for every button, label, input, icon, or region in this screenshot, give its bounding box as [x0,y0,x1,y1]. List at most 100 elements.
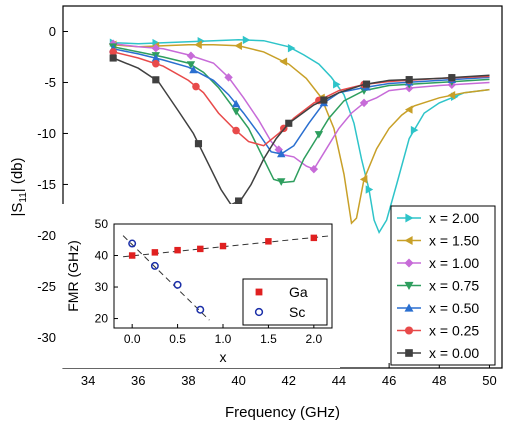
series-marker-5 [152,59,160,68]
series-marker-6 [320,96,328,104]
y-tick-label: 0 [49,24,56,39]
inset-point-0 [310,234,318,242]
inset-point-1 [150,261,159,270]
inset-fit-line-1 [122,235,210,321]
series-marker-6 [448,74,456,82]
inset-legend-marker [254,307,264,317]
x-tick-label: 44 [332,373,346,388]
series-marker-6 [152,76,160,84]
series-marker-4 [151,54,161,62]
y-tick-label: -5 [44,75,56,90]
series-marker-3 [186,61,196,69]
series-marker-2 [151,44,161,53]
y-tick-label: -10 [37,126,56,141]
inset-legend-label: Ga [289,284,308,300]
inset-legend-label: Sc [289,304,305,320]
series-marker-3 [277,178,286,186]
inset-point-1 [173,280,182,289]
main-legend: x = 2.00 x = 1.50 x = 1.00 x = 0.75 x = 0.50… [390,205,496,366]
legend-marker [404,236,413,245]
series-marker-1 [404,105,413,114]
legend-marker [404,281,414,290]
x-tick-label: 34 [81,373,95,388]
legend-marker [405,213,414,223]
series-marker-1 [279,57,288,66]
inset-x-tick-label: 1.5 [260,332,277,346]
inset-x-axis-title: x [220,349,227,365]
inset-point-0 [174,246,181,254]
x-tick-label: 46 [382,373,396,388]
inset-point-0 [128,252,136,259]
series-marker-5 [232,126,240,135]
x-tick-label: 36 [131,373,145,388]
x-tick-label: 40 [231,373,245,388]
inset-point-0 [151,249,159,256]
series-marker-4 [277,149,286,158]
series-marker-2 [359,98,369,108]
y-tick-label: -25 [37,279,56,294]
series-marker-6 [194,140,203,148]
series-marker-6 [235,197,243,205]
inset-x-tick-label: 1.0 [215,332,232,346]
inset-chart: 0.0 0.5 1.0 1.5 2.0 20 30 40 50 x FMR (GHz) Ga Sc [58,204,340,368]
inset-legend-marker [255,288,263,296]
x-tick-label: 48 [432,373,446,388]
inset-legend-box [242,278,328,326]
series-marker-4 [189,65,198,74]
series-marker-4 [231,99,241,108]
legend-label: x = 0.50 [429,300,479,316]
series-marker-1 [359,175,368,184]
series-line-4 [113,48,490,155]
inset-point-0 [265,238,272,245]
inset-x-tick-label: 0.5 [169,332,186,346]
legend-marker [405,349,413,357]
legend-label: x = 2.00 [429,210,479,226]
series-marker-1 [447,91,456,100]
series-marker-5 [192,82,200,91]
legend-marker [404,326,414,335]
x-tick-label: 42 [282,373,296,388]
inset-y-tick-label: 30 [95,280,109,294]
series-marker-6 [285,119,293,127]
main-series [108,35,490,235]
y-tick-label: -30 [37,330,56,345]
series-line-0 [113,38,490,235]
inset-point-1 [128,239,137,248]
series-marker-0 [287,43,296,53]
x-tick-label: 50 [482,373,496,388]
series-marker-3 [231,108,241,116]
series-marker-6 [405,76,413,84]
inset-x-tick-label: 2.0 [305,332,322,346]
series-marker-6 [362,80,371,88]
series-marker-5 [109,48,117,56]
y-tick-label: -15 [37,177,56,192]
x-tick-label: 38 [181,373,195,388]
inset-y-tick-label: 50 [95,217,109,231]
series-line-6 [112,57,490,206]
legend-marker [404,258,414,268]
legend-marker [404,303,414,312]
inset-point-0 [197,245,204,253]
y-axis-title: |S11| (db) [9,157,29,216]
series-marker-0 [333,80,341,89]
series-marker-0 [365,185,374,194]
legend-label: x = 0.00 [429,345,479,361]
series-marker-1 [234,41,242,50]
inset-y-tick-label: 40 [95,249,109,263]
series-marker-2 [186,51,196,60]
inset-point-1 [196,305,205,314]
series-marker-0 [242,35,251,45]
x-axis-title: Frequency (GHz) [225,404,340,421]
series-marker-2 [309,164,319,174]
legend-label: x = 1.00 [429,255,479,271]
legend-label: x = 0.25 [429,323,479,339]
inset-y-axis-title: FMR (GHz) [65,240,81,312]
series-marker-3 [314,131,324,139]
inset-x-tick-label: 0.0 [124,332,141,346]
series-marker-0 [410,125,419,135]
legend-label: x = 1.50 [429,233,479,249]
legend-label: x = 0.75 [429,278,479,294]
y-tick-label: -20 [37,228,56,243]
